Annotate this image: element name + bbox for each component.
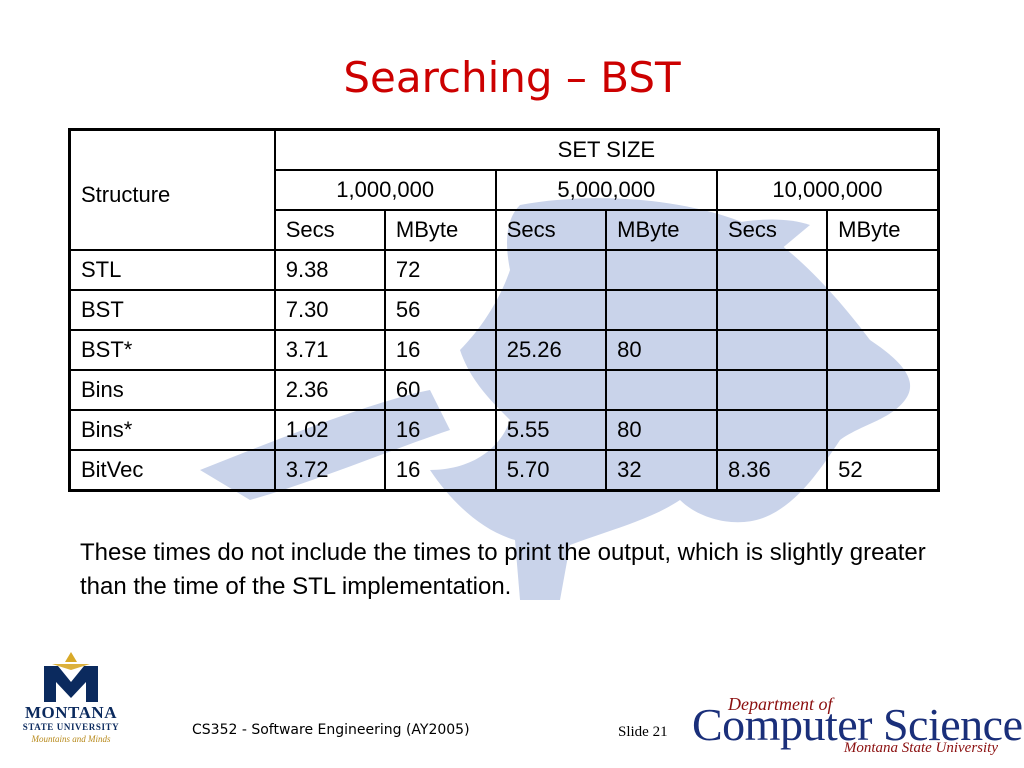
slide-note: These times do not include the times to … xyxy=(80,539,926,600)
table-cell xyxy=(715,249,829,291)
table-cell: 52 xyxy=(826,449,940,492)
table-row: STL 9.38 72 xyxy=(68,249,940,291)
column-subheader: Secs xyxy=(715,209,829,251)
table-cell xyxy=(605,249,718,291)
table-row: BitVec 3.72 16 5.70 32 8.36 52 xyxy=(68,449,940,492)
table-cell xyxy=(605,289,718,331)
results-table: Structure SET SIZE 1,000,000 5,000,000 1… xyxy=(68,128,940,492)
msu-logo: MONTANA STATE UNIVERSITY Mountains and M… xyxy=(12,652,130,764)
table-cell: 16 xyxy=(383,329,497,371)
table-cell: 7.30 xyxy=(273,289,386,331)
cs-msu-text: Montana State University xyxy=(843,740,998,756)
footer-slide-number: Slide 21 xyxy=(618,724,668,740)
table-cell: 32 xyxy=(605,449,718,492)
size-header: 10,000,000 xyxy=(715,169,940,211)
table-cell: 16 xyxy=(383,449,497,492)
cs-dept-text: Department of xyxy=(728,694,833,714)
table-cell xyxy=(715,289,829,331)
table-row: BST* 3.71 16 25.26 80 xyxy=(68,329,940,371)
table-cell: 5.70 xyxy=(494,449,608,492)
msu-tagline: Mountains and Minds xyxy=(31,734,111,744)
table-row: BST 7.30 56 xyxy=(68,289,940,331)
column-subheader: MByte xyxy=(383,209,497,251)
table-cell xyxy=(715,329,829,371)
cs-department-logo: Computer Science Department of Montana S… xyxy=(692,694,1023,764)
table-cell xyxy=(826,369,940,411)
table-cell: 5.55 xyxy=(494,409,608,451)
table-cell xyxy=(494,249,608,291)
msu-m-icon xyxy=(44,652,98,702)
table-cell xyxy=(494,369,608,411)
table-cell: 60 xyxy=(383,369,497,411)
table-cell xyxy=(826,249,940,291)
table-cell: 80 xyxy=(605,409,718,451)
table-cell xyxy=(715,369,829,411)
table-cell: 72 xyxy=(383,249,497,291)
size-header: 1,000,000 xyxy=(273,169,497,211)
column-subheader: MByte xyxy=(826,209,940,251)
table-cell xyxy=(826,409,940,451)
table-cell: 8.36 xyxy=(715,449,829,492)
table-cell xyxy=(826,289,940,331)
table-cell: 56 xyxy=(383,289,497,331)
msu-name: MONTANA xyxy=(25,703,117,722)
column-subheader: Secs xyxy=(494,209,608,251)
table-cell xyxy=(826,329,940,371)
table-cell: 3.72 xyxy=(273,449,386,492)
footer-course: CS352 - Software Engineering (AY2005) xyxy=(192,722,470,738)
slide-title: Searching – BST xyxy=(343,53,681,102)
table-cell: 16 xyxy=(383,409,497,451)
table-row: Bins* 1.02 16 5.55 80 xyxy=(68,409,940,451)
structure-header: Structure xyxy=(68,128,276,251)
table-cell: 2.36 xyxy=(273,369,386,411)
table-cell: 1.02 xyxy=(273,409,386,451)
msu-subtitle: STATE UNIVERSITY xyxy=(22,722,120,732)
table-cell xyxy=(494,289,608,331)
cs-main-text: Computer Science xyxy=(692,699,1023,750)
size-header: 5,000,000 xyxy=(494,169,718,211)
row-label: STL xyxy=(68,249,276,291)
table-cell: 9.38 xyxy=(273,249,386,291)
row-label: BST* xyxy=(68,329,276,371)
column-subheader: Secs xyxy=(273,209,386,251)
row-label: BitVec xyxy=(68,449,276,492)
table-cell xyxy=(715,409,829,451)
row-label: BST xyxy=(68,289,276,331)
set-size-header: SET SIZE xyxy=(273,128,940,171)
table-cell: 3.71 xyxy=(273,329,386,371)
table-cell: 80 xyxy=(605,329,718,371)
column-subheader: MByte xyxy=(605,209,718,251)
table-cell: 25.26 xyxy=(494,329,608,371)
row-label: Bins* xyxy=(68,409,276,451)
table-cell xyxy=(605,369,718,411)
row-label: Bins xyxy=(68,369,276,411)
table-row: Bins 2.36 60 xyxy=(68,369,940,411)
